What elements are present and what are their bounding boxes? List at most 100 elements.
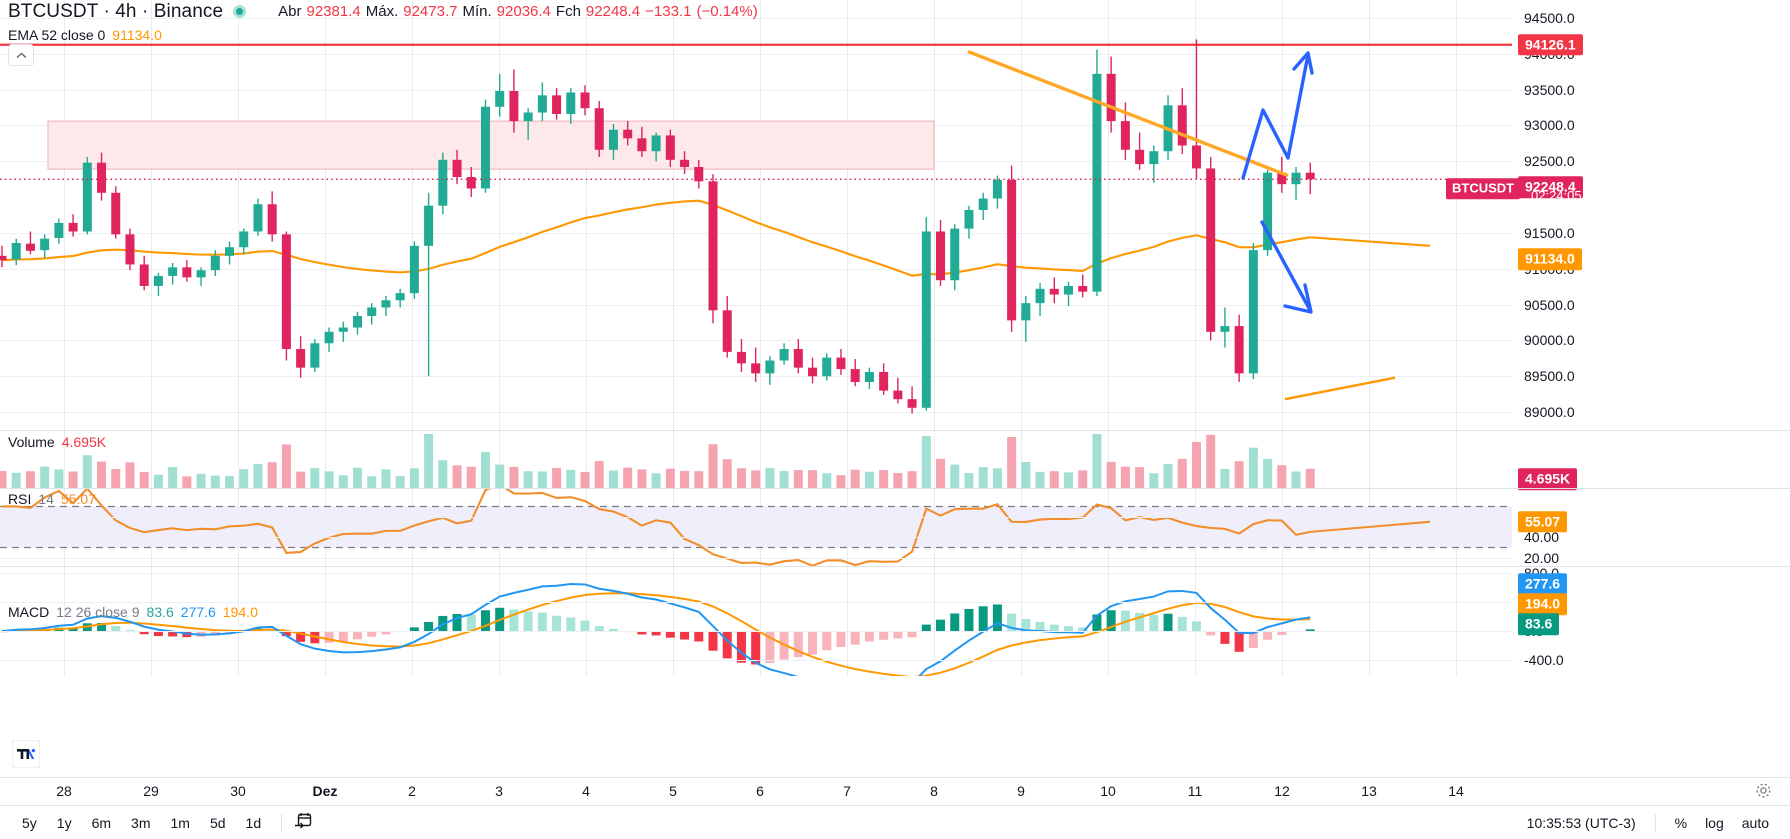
volume-bar — [1206, 434, 1216, 488]
macd-pane[interactable]: MACD 12 26 close 9 83.6 277.6 194.0 800.… — [0, 565, 1790, 676]
candle-body — [495, 91, 505, 107]
rsi-axis-tag[interactable]: 55.07 — [1518, 511, 1568, 533]
volume-bar — [381, 469, 391, 488]
candle-body — [40, 238, 50, 251]
macd-histogram-bar — [580, 620, 590, 632]
volume-bar — [296, 471, 306, 488]
volume-plot-area[interactable] — [0, 430, 1512, 488]
macd-histogram-bar — [466, 614, 476, 632]
macd-axis-tag-0[interactable]: 277.6 — [1518, 573, 1568, 595]
last-price-tag[interactable]: 92248.4 02:24:05 BTCUSDT — [1446, 176, 1583, 203]
candle-body — [253, 204, 263, 232]
price-axis[interactable]: 94500.094000.093500.093000.092500.091500… — [1446, 0, 1790, 430]
pane-divider-rsi[interactable] — [0, 488, 1790, 489]
macd-axis-tag-2[interactable]: 83.6 — [1518, 613, 1560, 635]
pane-divider-volume[interactable] — [0, 430, 1790, 431]
candle-body — [765, 360, 775, 374]
scale-percent-button[interactable]: % — [1674, 814, 1688, 831]
gridline-vertical — [760, 0, 761, 430]
volume-bar — [11, 472, 21, 488]
rsi-plot-area[interactable] — [0, 488, 1512, 566]
price-pane[interactable]: 94500.094000.093500.093000.092500.091500… — [0, 0, 1790, 430]
ema-price-tag[interactable]: 91134.0 — [1518, 248, 1582, 270]
time-axis-tick: 11 — [1187, 783, 1203, 799]
legend-collapse-button[interactable] — [8, 44, 34, 66]
candle-body — [324, 331, 334, 344]
price-series-layer — [0, 39, 1512, 414]
descending-trendline — [967, 50, 1289, 178]
resistance-price-tag[interactable]: 94126.1 — [1518, 33, 1583, 56]
change-absolute: −133.1 — [645, 3, 692, 20]
volume-bar — [665, 468, 675, 488]
macd-histogram-bar — [751, 631, 761, 665]
chart-settings-gear-icon[interactable] — [1755, 782, 1772, 804]
volume-bar — [353, 467, 362, 488]
gridline-vertical — [1456, 566, 1457, 676]
clock-label[interactable]: 10:35:53 (UTC-3) — [1526, 814, 1636, 831]
macd-histogram-bar — [1092, 614, 1102, 632]
timeframe-6m[interactable]: 6m — [91, 814, 112, 831]
gridline-horizontal — [0, 516, 1512, 518]
gridline-horizontal — [0, 340, 1512, 342]
volume-bar — [708, 444, 718, 488]
timeframe-3m[interactable]: 3m — [131, 814, 151, 831]
ema-legend[interactable]: EMA 52 close 0 91134.0 — [8, 27, 758, 43]
volume-bar — [367, 476, 377, 488]
gridline-vertical — [1369, 430, 1370, 488]
symbol-title[interactable]: BTCUSDT · 4h · Binance — [8, 1, 224, 22]
volume-axis[interactable]: 4.695K — [1512, 430, 1790, 490]
volume-bar — [239, 469, 249, 488]
macd-histogram-bar — [409, 627, 419, 632]
timeframe-5y[interactable]: 5y — [22, 814, 37, 831]
candle-body — [836, 357, 846, 370]
candle-body — [793, 349, 803, 368]
tradingview-logo-icon[interactable] — [11, 739, 41, 769]
candle-body — [1220, 326, 1230, 332]
candle-body — [509, 91, 519, 122]
volume-pane[interactable]: Volume 4.695K 4.695K — [0, 430, 1790, 490]
volume-bar — [196, 473, 206, 488]
macd-axis-tag-1[interactable]: 194.0 — [1518, 593, 1568, 615]
volume-bar — [97, 461, 107, 488]
macd-histogram-bar — [97, 622, 107, 632]
volume-bar — [836, 475, 846, 488]
timeframe-group: 5y 1y 6m 3m 1m 5d 1d — [14, 811, 313, 835]
go-to-date-icon[interactable] — [294, 811, 313, 835]
volume-bar — [480, 451, 490, 488]
price-plot-area[interactable] — [0, 0, 1512, 430]
gridline-vertical — [499, 0, 500, 430]
volume-legend[interactable]: Volume 4.695K — [8, 434, 106, 450]
candle-body — [964, 209, 974, 229]
timeframe-1d[interactable]: 1d — [245, 814, 262, 831]
scale-log-button[interactable]: log — [1705, 814, 1724, 831]
symbol-row[interactable]: BTCUSDT · 4h · Binance Abr 92381.4 Máx. 92… — [8, 2, 758, 21]
candle-body — [111, 192, 121, 235]
chart-legend: BTCUSDT · 4h · Binance Abr 92381.4 Máx. 92… — [8, 2, 758, 43]
macd-line — [1, 583, 1311, 676]
candle-body — [1206, 168, 1216, 332]
macd-axis-tick: -400.0 — [1524, 652, 1564, 669]
timeframe-1y[interactable]: 1y — [56, 814, 72, 831]
macd-histogram-bar — [381, 631, 391, 635]
volume-axis-tag[interactable]: 4.695K — [1518, 468, 1578, 490]
macd-plot-area[interactable] — [0, 566, 1512, 676]
candle-body — [907, 399, 917, 408]
volume-bar — [850, 469, 860, 488]
timeframe-5d[interactable]: 5d — [209, 814, 226, 831]
macd-histogram-bar — [608, 628, 618, 632]
volume-bar — [395, 476, 405, 488]
volume-bar — [651, 473, 661, 488]
pane-divider-macd[interactable] — [0, 566, 1790, 567]
timeframe-1m[interactable]: 1m — [170, 814, 190, 831]
macd-legend[interactable]: MACD 12 26 close 9 83.6 277.6 194.0 — [8, 604, 258, 620]
rsi-legend[interactable]: RSI 14 55.07 — [8, 491, 96, 507]
bullish-forecast-arrow — [1241, 53, 1310, 180]
scale-auto-button[interactable]: auto — [1741, 814, 1769, 831]
time-axis[interactable]: 28 29 30 Dez 2 3 4 5 6 7 8 9 10 11 12 13 14 — [0, 777, 1790, 805]
volume-bar — [566, 469, 576, 488]
symbol-price-tag[interactable]: BTCUSDT — [1446, 178, 1521, 199]
macd-histogram-bar — [1277, 631, 1287, 636]
